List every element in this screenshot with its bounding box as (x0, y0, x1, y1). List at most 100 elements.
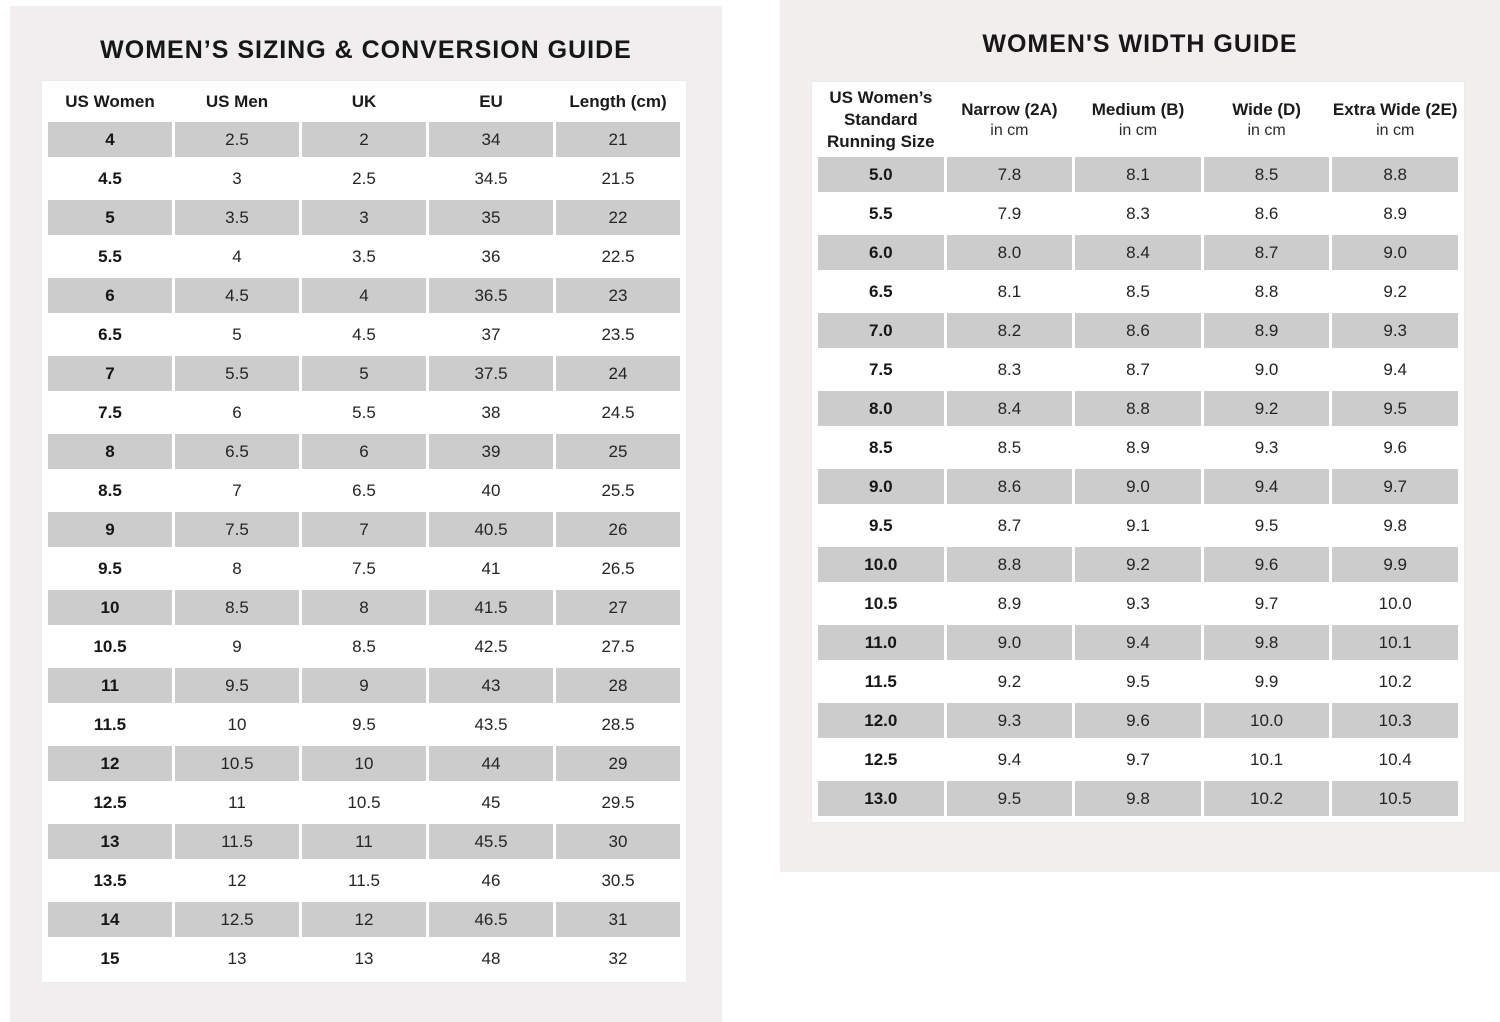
table-cell: 3.5 (175, 200, 299, 235)
table-cell: 45.5 (429, 824, 553, 859)
table-row: 10 8.5 8 41.5 27 (48, 590, 680, 625)
table-cell: 9.3 (1254, 437, 1279, 457)
table-cell: 40 (481, 480, 501, 500)
table-cell: 28 (556, 668, 680, 703)
table-cell: 3 (302, 200, 426, 235)
table-cell: 6.0 (818, 235, 944, 271)
table-cell: 10 (48, 590, 172, 625)
table-cell: 5.5 (352, 402, 376, 422)
table-cell: 11.0 (818, 625, 944, 661)
table-cell: 7 (232, 480, 242, 500)
table-row: 13.0 9.5 9.8 10.2 10.5 (818, 781, 1458, 817)
sizing-conversion-table-card: US Women US Men UK EU Length (cm) 4 2.5 2 3… (41, 80, 687, 983)
sizing-conversion-panel: WOMEN’S SIZING & CONVERSION GUIDE US Wom… (10, 6, 722, 1022)
table-cell: 2 (302, 122, 426, 157)
column-header-sub: in cm (1118, 121, 1158, 139)
table-cell: 29.5 (601, 792, 635, 812)
table-cell: 8.5 (352, 636, 376, 656)
width-guide-table-body: 5.0 7.8 8.1 8.5 8.8 5.5 7.9 8.3 8.6 8.9 6.0 8.0 8.4 8… (818, 157, 1458, 817)
table-row: 11.5 9.2 9.5 9.9 10.2 (818, 664, 1458, 699)
table-row: 7.5 8.3 8.7 9.0 9.4 (818, 352, 1458, 387)
table-cell: 8.9 (997, 593, 1022, 613)
table-row: 6.5 5 4.5 37 23.5 (48, 317, 680, 352)
table-cell: 6 (302, 434, 426, 469)
table-cell: 8.5 (175, 590, 299, 625)
table-cell: 8.7 (997, 515, 1022, 535)
table-cell: 2.5 (175, 122, 299, 157)
table-cell: 8 (232, 558, 242, 578)
table-cell: 13 (227, 948, 247, 968)
table-row: 6.5 8.1 8.5 8.8 9.2 (818, 274, 1458, 309)
table-cell: 9.8 (1203, 625, 1330, 661)
column-header-sub: in cm (1247, 121, 1286, 139)
table-cell: 8.9 (1126, 437, 1150, 457)
table-cell: 9.4 (1203, 469, 1330, 505)
table-row: 8 6.5 6 39 25 (48, 434, 680, 469)
table-cell: 28.5 (601, 714, 635, 734)
table-cell: 26 (556, 512, 680, 547)
table-cell: 9 (302, 668, 426, 703)
table-cell: 4 (302, 278, 426, 313)
table-row: 8.0 8.4 8.8 9.2 9.5 (818, 391, 1458, 427)
table-cell: 8.8 (1332, 157, 1458, 193)
table-cell: 8.5 (997, 437, 1022, 457)
table-cell: 9.0 (1254, 359, 1279, 379)
table-cell: 8.9 (1383, 203, 1407, 223)
table-cell: 8.7 (1203, 235, 1330, 271)
column-header-length-cm: Length (cm) (569, 92, 667, 111)
table-row: 6.0 8.0 8.4 8.7 9.0 (818, 235, 1458, 271)
table-cell: 40.5 (429, 512, 553, 547)
table-cell: 9.3 (1332, 313, 1458, 349)
column-header-us-women: US Women (65, 92, 155, 111)
table-cell: 6.5 (175, 434, 299, 469)
table-cell: 8.8 (946, 547, 1073, 583)
sizing-conversion-table-body: 4 2.5 2 34 21 4.5 3 2.5 34.5 21.5 5 3.5 3 35 22 5.5 4 3.5… (48, 122, 680, 976)
column-header-main: Wide (D) (1232, 99, 1301, 119)
table-cell: 8.3 (1126, 203, 1150, 223)
table-cell: 38 (481, 402, 501, 422)
table-cell: 11 (228, 792, 246, 812)
table-cell: 2.5 (352, 168, 376, 188)
table-cell: 9.6 (1075, 703, 1201, 739)
table-cell: 24.5 (601, 402, 635, 422)
table-row: 9.5 8.7 9.1 9.5 9.8 (818, 508, 1458, 543)
table-cell: 9.3 (1126, 593, 1150, 613)
table-cell: 6.5 (352, 480, 376, 500)
table-cell: 4.5 (352, 324, 376, 344)
table-cell: 8.6 (1075, 313, 1201, 349)
table-cell: 46.5 (429, 902, 553, 937)
table-cell: 9.2 (997, 671, 1022, 691)
table-cell: 9.5 (946, 781, 1073, 817)
table-cell: 27 (556, 590, 680, 625)
width-guide-title: WOMEN'S WIDTH GUIDE (982, 30, 1298, 58)
table-cell: 8.4 (1075, 235, 1201, 271)
table-row: 14 12.5 12 46.5 31 (48, 902, 680, 937)
table-cell: 8.0 (818, 391, 944, 427)
table-cell: 36.5 (429, 278, 553, 313)
table-row: 10.0 8.8 9.2 9.6 9.9 (818, 547, 1458, 583)
table-row: 7 5.5 5 37.5 24 (48, 356, 680, 391)
table-cell: 34 (429, 122, 553, 157)
table-cell: 24 (556, 356, 680, 391)
table-cell: 12 (227, 870, 247, 890)
table-cell: 9.9 (1332, 547, 1458, 583)
table-cell: 13 (48, 824, 172, 859)
table-row: 8.5 8.5 8.9 9.3 9.6 (818, 430, 1458, 465)
column-header-main: US Women’s Standard Running Size (826, 88, 935, 152)
table-cell: 10.4 (1378, 749, 1412, 769)
table-cell: 8.6 (946, 469, 1073, 505)
table-row: 9.5 8 7.5 41 26.5 (48, 551, 680, 586)
table-cell: 8.1 (997, 281, 1022, 301)
table-cell: 12 (48, 746, 172, 781)
table-cell: 10.5 (347, 792, 381, 812)
table-cell: 9.4 (1075, 625, 1201, 661)
table-cell: 10.1 (1250, 749, 1284, 769)
table-cell: 8.0 (946, 235, 1073, 271)
table-cell: 8.8 (1254, 281, 1279, 301)
table-cell: 14 (48, 902, 172, 937)
table-cell: 46 (481, 870, 501, 890)
table-cell: 9.0 (946, 625, 1073, 661)
table-cell: 5 (302, 356, 426, 391)
table-row: 11.0 9.0 9.4 9.8 10.1 (818, 625, 1458, 661)
table-cell: 7.5 (175, 512, 299, 547)
